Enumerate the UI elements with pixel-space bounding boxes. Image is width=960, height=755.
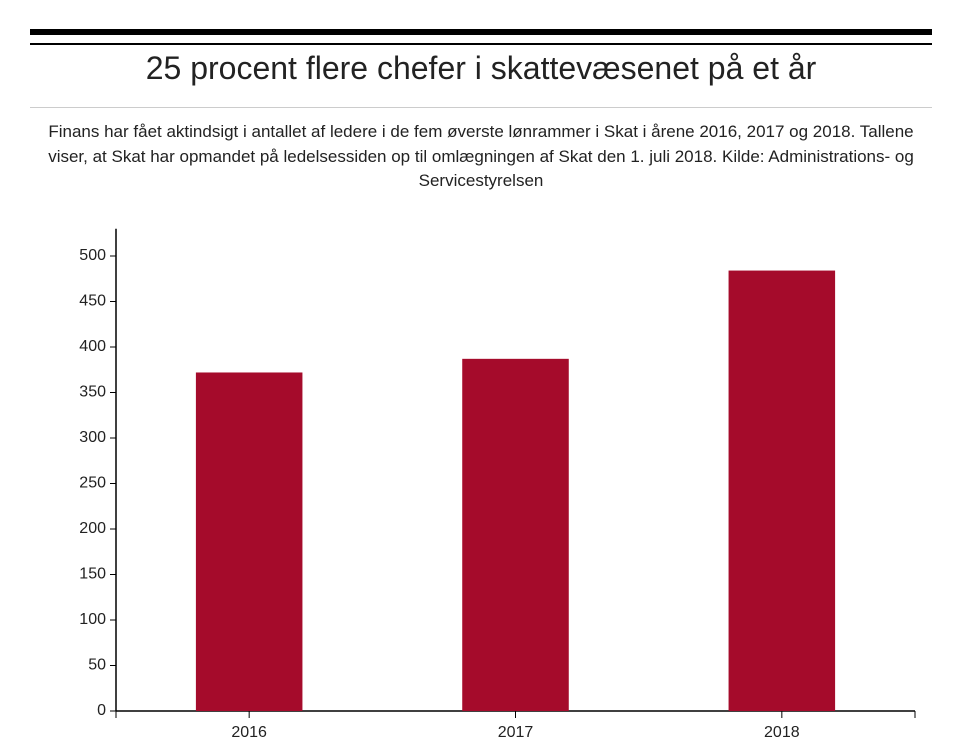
y-tick-label: 100 bbox=[79, 611, 106, 628]
chart-subtitle: Finans har fået aktindsigt i antallet af… bbox=[48, 122, 914, 190]
y-tick-label: 300 bbox=[79, 429, 106, 446]
y-tick-label: 0 bbox=[97, 702, 106, 719]
x-tick-label: 2018 bbox=[764, 724, 800, 741]
title-rule bbox=[30, 107, 932, 108]
chart-title: 25 procent flere chefer i skattevæsenet … bbox=[145, 50, 817, 86]
y-tick-label: 150 bbox=[79, 566, 106, 583]
y-tick-label: 500 bbox=[79, 247, 106, 264]
y-tick-label: 50 bbox=[88, 657, 106, 674]
header-rule-thick bbox=[30, 29, 932, 35]
x-tick-label: 2016 bbox=[231, 724, 267, 741]
y-tick-label: 450 bbox=[79, 293, 106, 310]
bar bbox=[195, 372, 303, 711]
y-tick-label: 400 bbox=[79, 338, 106, 355]
y-tick-label: 250 bbox=[79, 475, 106, 492]
bar bbox=[728, 270, 836, 711]
header-rule-thin bbox=[30, 43, 932, 45]
y-tick-label: 200 bbox=[79, 520, 106, 537]
x-tick-label: 2017 bbox=[498, 724, 534, 741]
y-tick-label: 350 bbox=[79, 384, 106, 401]
bar bbox=[462, 358, 569, 711]
